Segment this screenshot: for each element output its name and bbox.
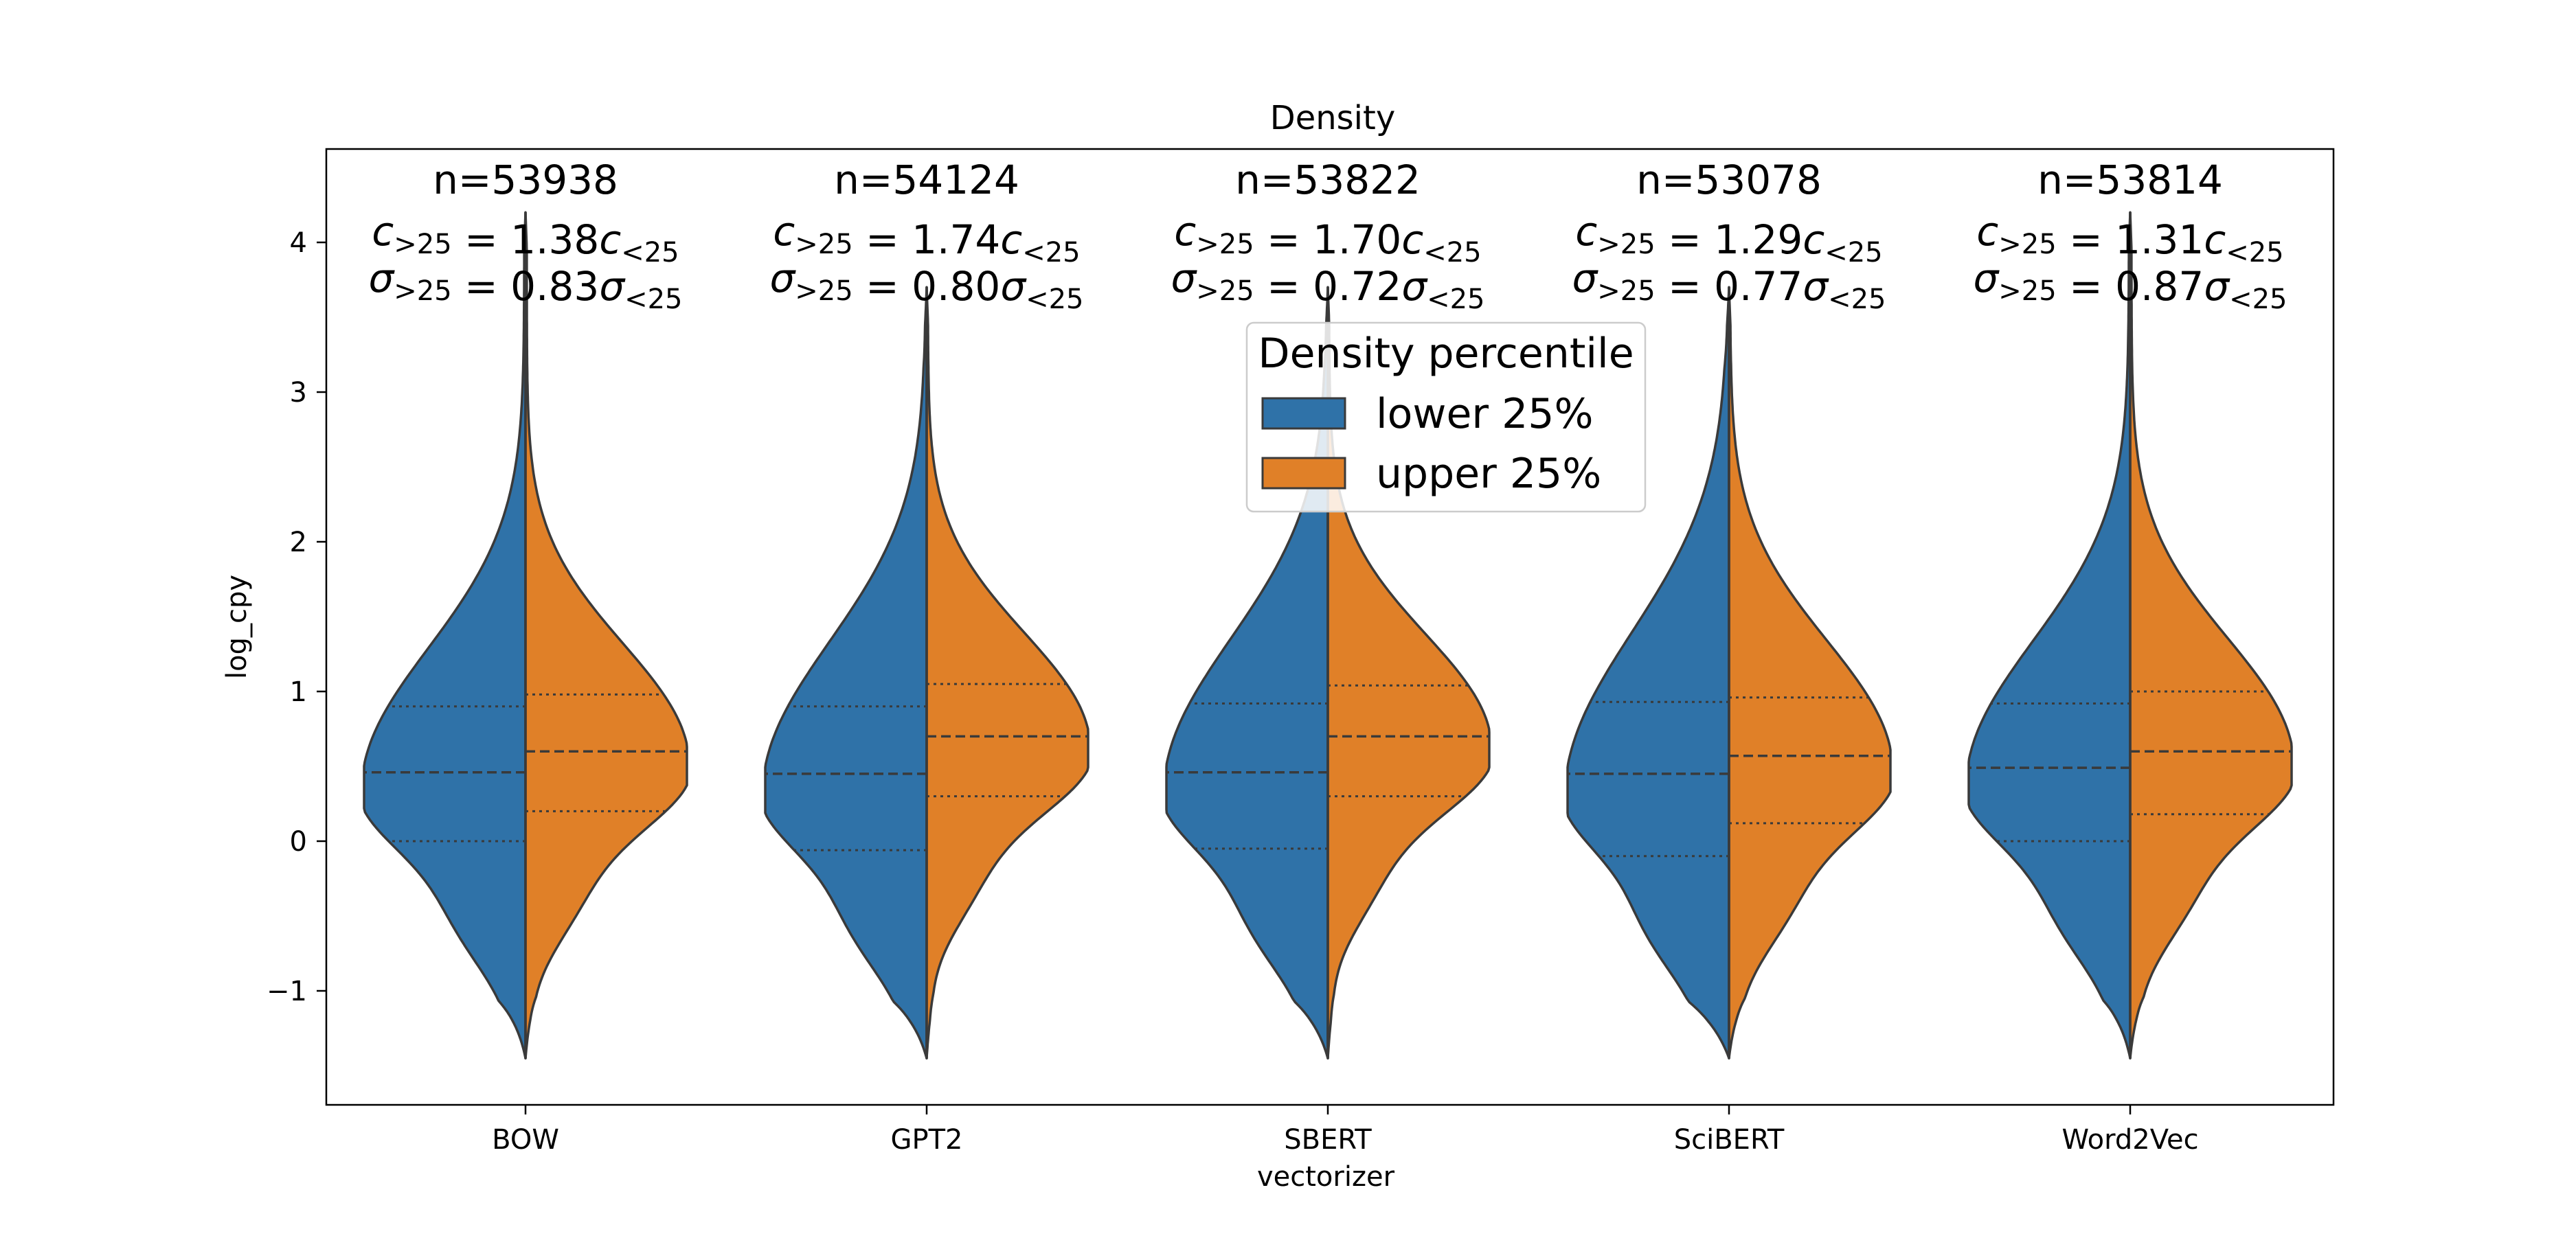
violin-half-gpt2-left [764,286,928,1060]
x-tick-label: SBERT [1284,1124,1372,1156]
annotation-c-ratio: c>25 = 1.74c<25 [773,208,1080,268]
annotation-sigma-ratio: σ>25 = 0.72σ<25 [1171,255,1485,315]
x-tick-label: BOW [492,1124,559,1156]
legend-box [1245,321,1647,513]
annotation-sigma-ratio: σ>25 = 0.77σ<25 [1572,255,1886,315]
annotation-c-ratio: c>25 = 1.29c<25 [1575,208,1882,268]
violin-half-bow-left [363,211,527,1060]
violins-group [363,211,2293,1060]
quartile-lines-group [364,212,2292,1059]
annotation-sigma-ratio: σ>25 = 0.87σ<25 [1974,255,2287,315]
y-tick-label: 0 [290,826,307,858]
annotation-c-ratio: c>25 = 1.31c<25 [1976,208,2283,268]
y-tick-label: 1 [290,676,307,708]
x-axis-label: vectorizer [1257,1161,1395,1193]
y-tick-label: −1 [267,976,307,1007]
violin-half-bow-right [524,211,688,1060]
violin-half-word2vec-right [2129,211,2293,1060]
legend-label-lower: lower 25% [1376,390,1593,438]
x-tick-label: GPT2 [891,1124,963,1156]
annotation-n: n=53822 [1235,157,1421,203]
x-tick-label: SciBERT [1674,1124,1785,1156]
annotation-n: n=53938 [433,157,618,203]
legend-title: Density percentile [1258,330,1634,378]
legend-label-upper: upper 25% [1376,450,1601,498]
annotation-n: n=53078 [1636,157,1822,203]
y-tick-label: 4 [290,227,307,259]
annotation-c-ratio: c>25 = 1.38c<25 [372,208,679,268]
y-axis: −1 0 1 2 3 4 [267,227,326,1007]
x-axis: BOW GPT2 SBERT SciBERT Word2Vec [492,1105,2199,1156]
violin-half-scibert-left [1566,286,1730,1060]
violin-half-word2vec-left [1967,211,2132,1060]
legend: Density percentile lower 25% upper 25% [1245,321,1647,513]
violin-half-gpt2-right [925,286,1089,1060]
annotation-sigma-ratio: σ>25 = 0.83σ<25 [369,255,683,315]
violin-half-scibert-right [1728,286,1892,1060]
y-tick-label: 3 [290,377,307,409]
annotations-group: n=53938 c>25 = 1.38c<25σ>25 = 0.83σ<25 n=5… [369,157,2287,315]
y-axis-label: log_cpy [221,575,253,679]
x-tick-label: Word2Vec [2061,1124,2198,1156]
chart-title: Density [1270,99,1395,137]
annotation-c-ratio: c>25 = 1.70c<25 [1174,208,1481,268]
legend-swatch-lower [1261,397,1346,430]
legend-swatch-upper [1261,457,1346,490]
annotation-n: n=53814 [2037,157,2223,203]
annotation-n: n=54124 [834,157,1019,203]
annotation-sigma-ratio: σ>25 = 0.80σ<25 [770,255,1084,315]
y-tick-label: 2 [290,527,307,558]
plot-frame [325,148,2335,1106]
